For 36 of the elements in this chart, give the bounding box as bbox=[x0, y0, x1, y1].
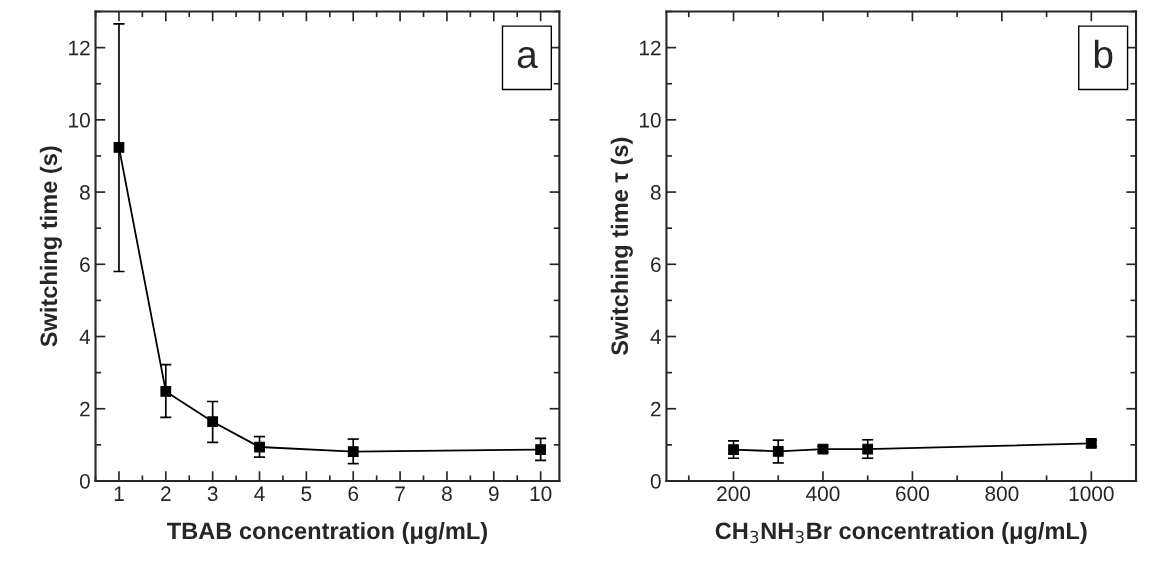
x-tick-label: 200 bbox=[717, 486, 751, 502]
x-tick-label: 1 bbox=[114, 486, 124, 501]
x-tick-label: 1000 bbox=[1069, 486, 1114, 502]
x-tick-label: 10 bbox=[530, 486, 552, 502]
point bbox=[535, 444, 547, 455]
y-tick-label: 2 bbox=[80, 401, 90, 417]
y-tick-label: 10 bbox=[69, 112, 90, 128]
x-axis-title: TBAB concentration (μg/mL) bbox=[167, 521, 487, 545]
y-tick-label: 6 bbox=[651, 257, 661, 273]
y-axis-title: Switching time (s) bbox=[39, 146, 62, 347]
x-tick-label: 4 bbox=[254, 486, 265, 501]
x-axis-title: CH$_{3}$NH$_{3}$Br concentration (μg/mL) bbox=[715, 521, 1087, 545]
y-tick-label: 10 bbox=[639, 112, 661, 128]
x-tick-label: 600 bbox=[896, 486, 929, 502]
y-tick-label: 0 bbox=[79, 473, 90, 489]
x-tick-label: 5 bbox=[301, 486, 312, 502]
x-tick-label: 6 bbox=[348, 486, 359, 502]
y-tick-label: 12 bbox=[639, 40, 661, 56]
y-tick-label: 4 bbox=[79, 329, 91, 345]
x-tick-label: 9 bbox=[488, 486, 499, 502]
y-tick-label: 12 bbox=[69, 40, 90, 56]
y-tick-label: 4 bbox=[650, 329, 661, 345]
annotation: b bbox=[1094, 39, 1113, 69]
x-tick-label: 7 bbox=[395, 486, 405, 501]
x-tick-label: 400 bbox=[806, 486, 840, 502]
x-tick-label: 800 bbox=[985, 486, 1019, 502]
x-tick-label: 3 bbox=[207, 486, 218, 502]
annotation: a bbox=[517, 46, 538, 69]
y-tick-label: 8 bbox=[650, 185, 661, 200]
y-tick-label: 8 bbox=[79, 185, 90, 200]
y-tick-label: 0 bbox=[650, 473, 661, 489]
y-tick-label: 2 bbox=[651, 401, 661, 417]
y-tick-label: 6 bbox=[80, 257, 90, 273]
y-axis-title: Switching time τ (s) bbox=[610, 137, 633, 356]
x-tick-label: 2 bbox=[161, 486, 171, 501]
x-tick-label: 8 bbox=[442, 486, 452, 502]
